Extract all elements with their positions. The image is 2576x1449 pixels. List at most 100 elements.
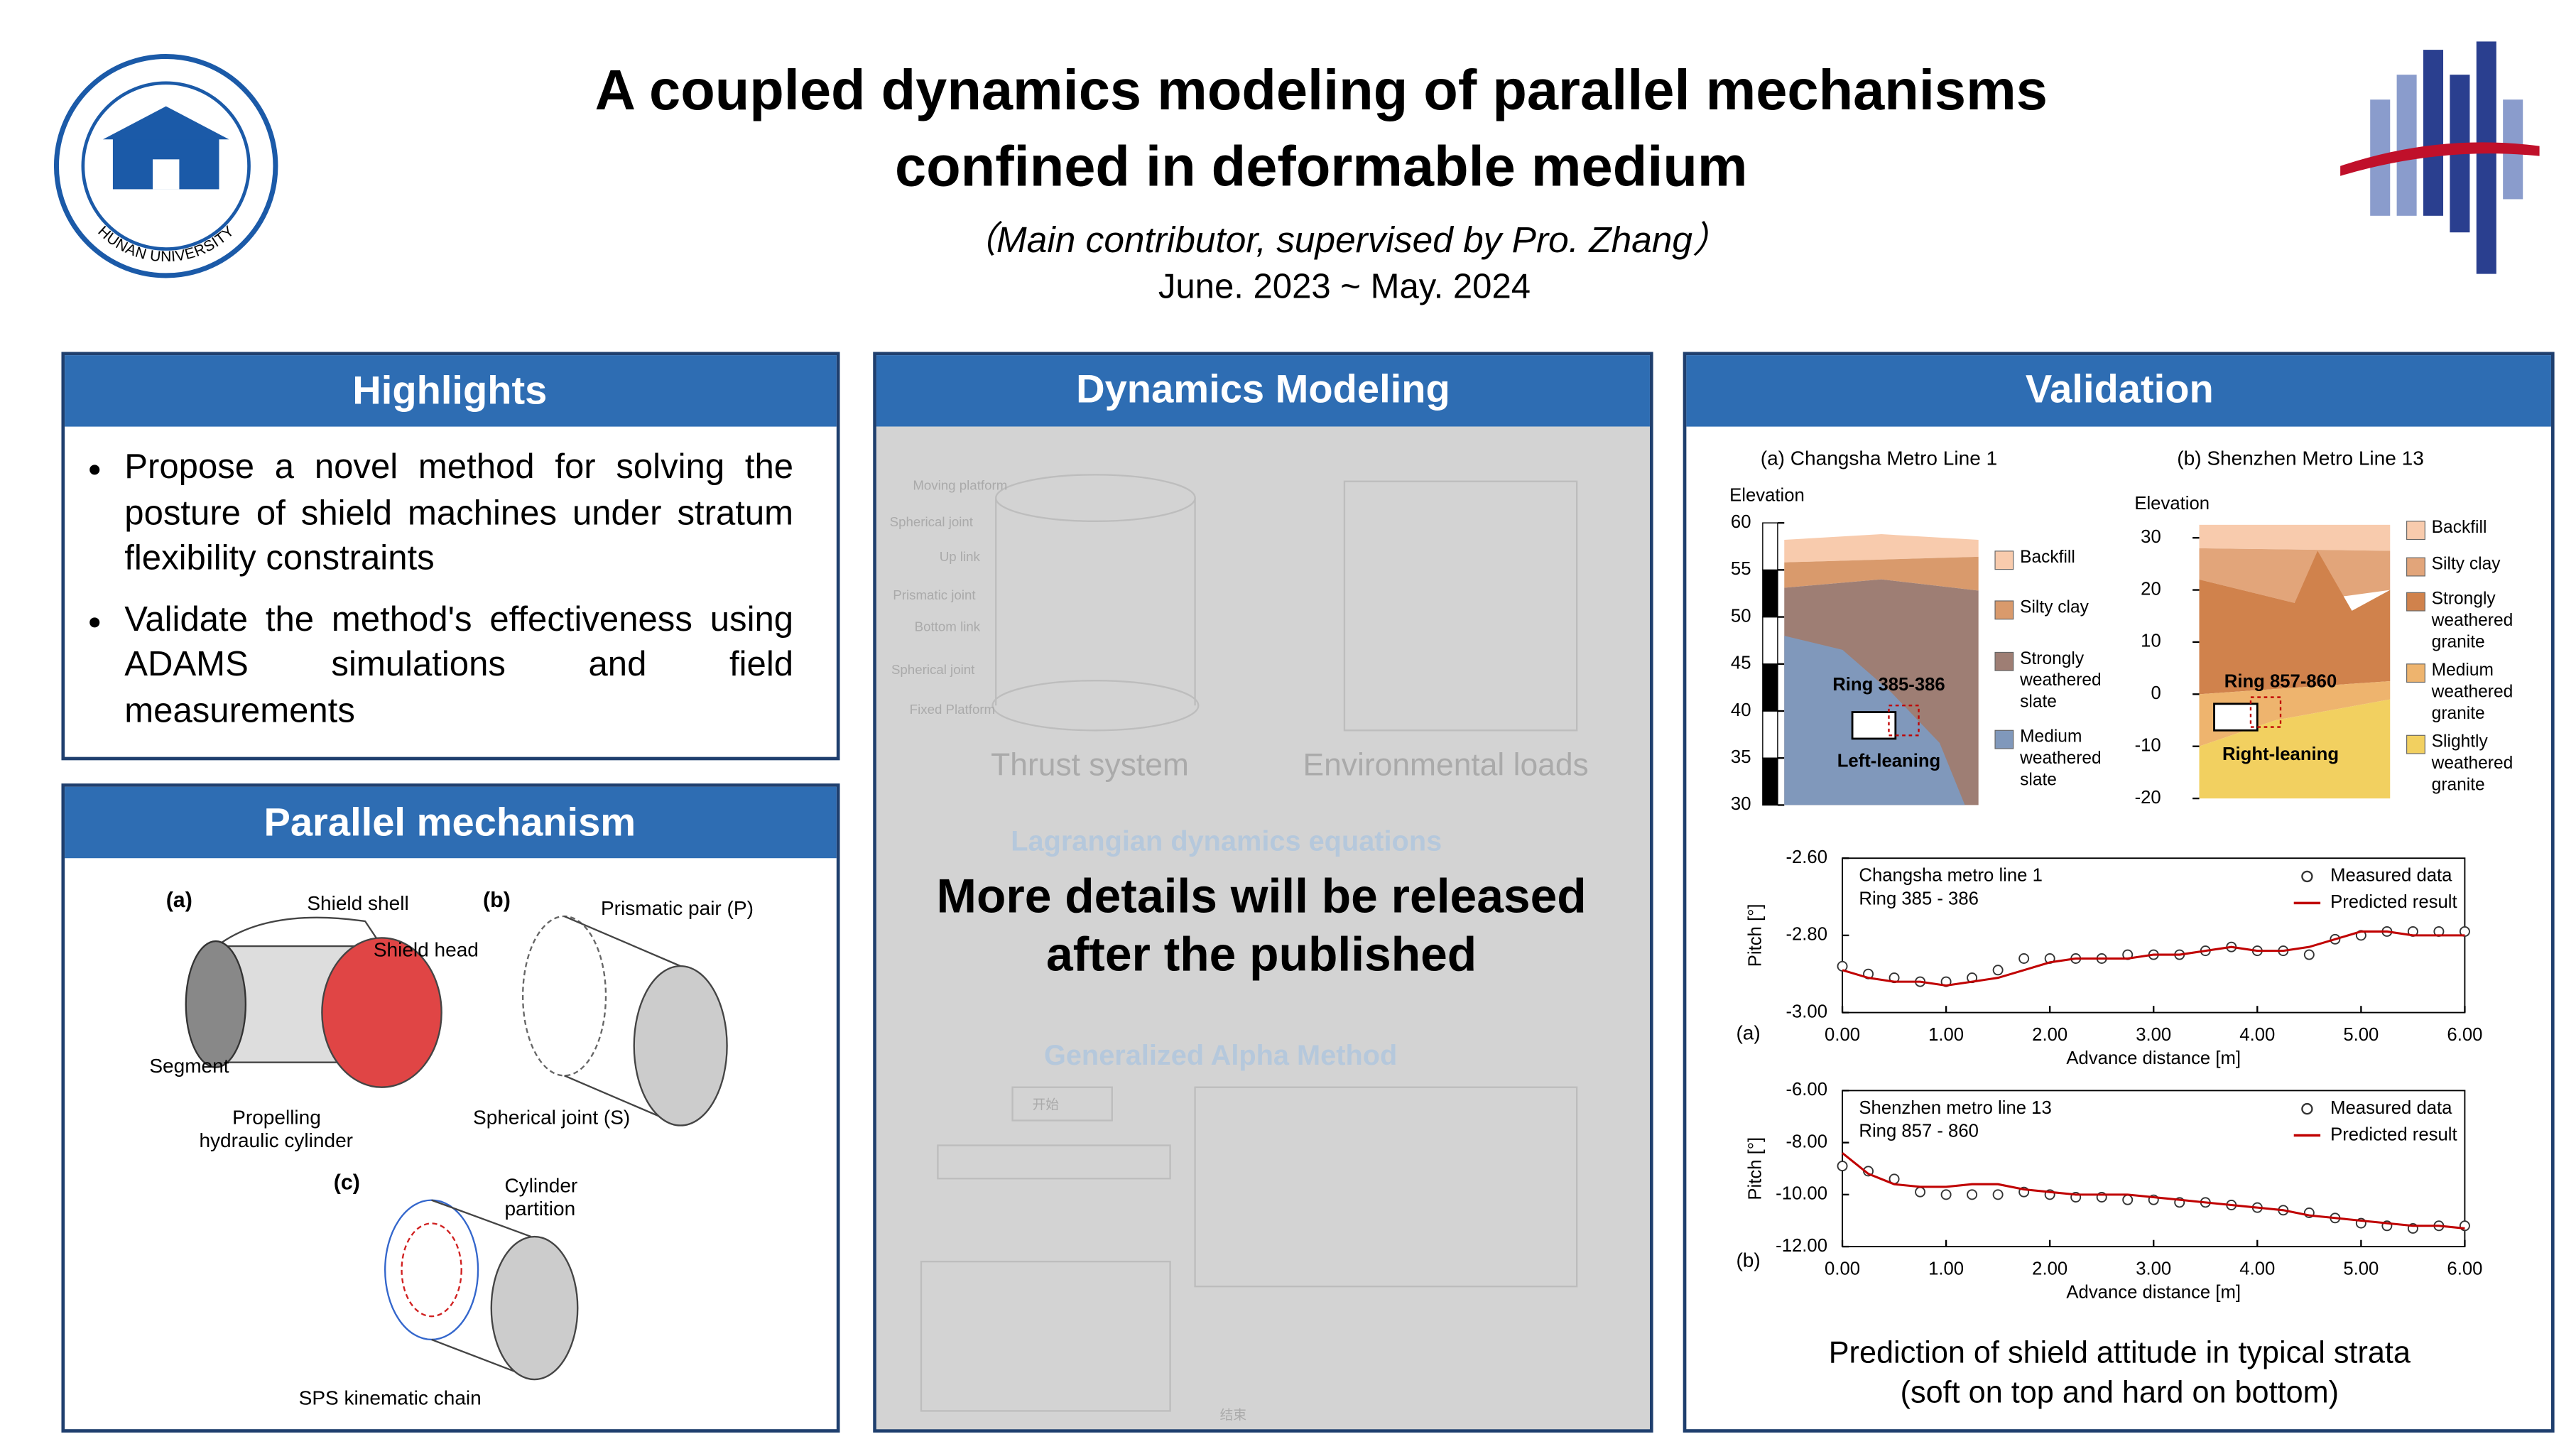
lab-logo — [2340, 41, 2540, 274]
y-tick-label: -2.80 — [1786, 925, 1827, 945]
highlight-item: Validate the method's effectiveness usin… — [80, 597, 793, 734]
y-tick-label: 60 — [1731, 512, 1751, 532]
y-tick-label: -20 — [2135, 788, 2161, 808]
title: confined in deformable medium — [895, 135, 1748, 198]
panel-frame — [873, 352, 1653, 1433]
panel-frame — [61, 352, 840, 761]
logo-tower — [2476, 41, 2496, 274]
faded-label: Fixed Platform — [910, 702, 995, 717]
title: A coupled dynamics modeling of parallel … — [595, 58, 2048, 121]
data-point — [1940, 1189, 1952, 1200]
x-tick-label: 4.00 — [2239, 1025, 2275, 1045]
figure-label: (c) — [334, 1170, 360, 1194]
figure-label: Shield shell — [307, 892, 408, 914]
x-tick-label: 6.00 — [2447, 1259, 2482, 1279]
legend-label: Medium weathered granite — [2431, 661, 2513, 724]
legend-label: Backfill — [2020, 548, 2075, 568]
figure-label: Cylinder — [504, 1174, 577, 1196]
figure-label: Propelling — [232, 1107, 321, 1129]
x-tick-label: 0.00 — [1825, 1025, 1860, 1045]
legend-marker — [2301, 870, 2313, 883]
legend-swatch — [1994, 550, 2014, 570]
figure-label: Spherical joint (S) — [473, 1107, 630, 1129]
legend-label: Slightly weathered granite — [2431, 732, 2513, 796]
flow-box — [1011, 1086, 1113, 1122]
data-point — [1992, 1189, 2004, 1200]
figure-label: SPS kinematic chain — [299, 1386, 482, 1409]
chart-note: Changsha metro line 1 — [1859, 866, 2042, 886]
elevation-bar — [1762, 757, 1778, 806]
highlight-list: Propose a novel method for solving the p… — [80, 445, 793, 749]
logo-tower — [2423, 50, 2444, 216]
stratum-layer — [1784, 556, 1979, 591]
faded-label: Spherical joint — [891, 662, 975, 677]
legend-label: Silty clay — [2020, 597, 2089, 618]
y-tick-label: -2.60 — [1786, 847, 1827, 867]
subtitle: （Main contributor, supervised by Pro. Zh… — [960, 219, 1729, 260]
x-tick-label: 2.00 — [2032, 1025, 2067, 1045]
ring-label: Ring 857-860 — [2224, 671, 2337, 691]
stratum-layer — [2199, 680, 2391, 747]
faded-label: Spherical joint — [890, 514, 974, 529]
panel-header — [65, 355, 837, 427]
chart-note: Ring 385 - 386 — [1859, 889, 1979, 908]
figure-label: Segment — [149, 1055, 229, 1077]
sps-ring — [384, 1199, 479, 1341]
legend-label: Silty clay — [2431, 554, 2501, 575]
panel-title: Parallel mechanism — [263, 799, 636, 844]
legend-swatch — [2406, 557, 2425, 577]
data-point — [1915, 1186, 1926, 1198]
legend-label: Measured data — [2330, 1098, 2452, 1118]
platform-edge — [995, 498, 1196, 706]
logo-swoosh — [2340, 142, 2540, 176]
logo-door — [153, 159, 180, 190]
legend-swatch — [1994, 600, 2014, 620]
figure-label: (b) — [483, 888, 511, 912]
stratum-layer — [2199, 550, 2391, 695]
panel-header — [65, 786, 837, 859]
caption: (soft on top and hard on bottom) — [1901, 1375, 2339, 1409]
panel-title: Highlights — [352, 368, 547, 413]
logo-tower — [2396, 75, 2417, 216]
chart-note: Shenzhen metro line 13 — [1859, 1098, 2051, 1118]
strata-caption: (a) Changsha Metro Line 1 — [1761, 447, 1997, 470]
elevation-bar — [1762, 616, 1778, 665]
load-diagram — [1343, 480, 1578, 732]
faded-figure — [920, 474, 1578, 1412]
logo-roof — [102, 106, 229, 140]
legend-label: Strongly weathered slate — [2020, 648, 2102, 712]
y-tick-label: -12.00 — [1776, 1236, 1827, 1256]
y-tick-label: 20 — [2141, 579, 2161, 599]
axis-label: Elevation — [2134, 494, 2210, 514]
faded-label: Thrust system — [991, 747, 1189, 782]
faded-label: 开始 — [1033, 1097, 1060, 1112]
x-tick-label: 3.00 — [2136, 1025, 2171, 1045]
university-logo: HUNAN UNIVERSITY — [53, 53, 278, 278]
elevation-bar — [1762, 522, 1778, 571]
legend-label: Predicted result — [2330, 892, 2457, 912]
stratum-layer — [2199, 548, 2391, 603]
cylinder-end — [633, 965, 728, 1127]
date: June. 2023 ~ May. 2024 — [1158, 268, 1531, 306]
elevation-bar — [1762, 663, 1778, 712]
stratum-layer — [1784, 534, 1979, 563]
data-point — [2303, 949, 2315, 960]
y-tick-label: 40 — [1731, 700, 1751, 720]
cylinder-end — [521, 915, 607, 1077]
legend-label: Backfill — [2431, 518, 2487, 538]
panel-headers — [65, 355, 2551, 859]
fixed-platform — [991, 679, 1200, 732]
x-axis-label: Advance distance [m] — [2066, 1282, 2241, 1302]
figure-label: hydraulic cylinder — [199, 1129, 353, 1151]
highlight-item: Propose a novel method for solving the p… — [80, 445, 793, 582]
panel-title: Dynamics Modeling — [1076, 366, 1450, 411]
faded-label: Environmental loads — [1303, 747, 1589, 782]
y-tick-label: 50 — [1731, 606, 1751, 626]
figure-label: (a) — [166, 888, 192, 912]
shield-head — [321, 937, 442, 1088]
stratum-layer — [2199, 699, 2391, 799]
chart-note: Ring 857 - 860 — [1859, 1122, 1979, 1141]
y-tick-label: -3.00 — [1786, 1002, 1827, 1021]
